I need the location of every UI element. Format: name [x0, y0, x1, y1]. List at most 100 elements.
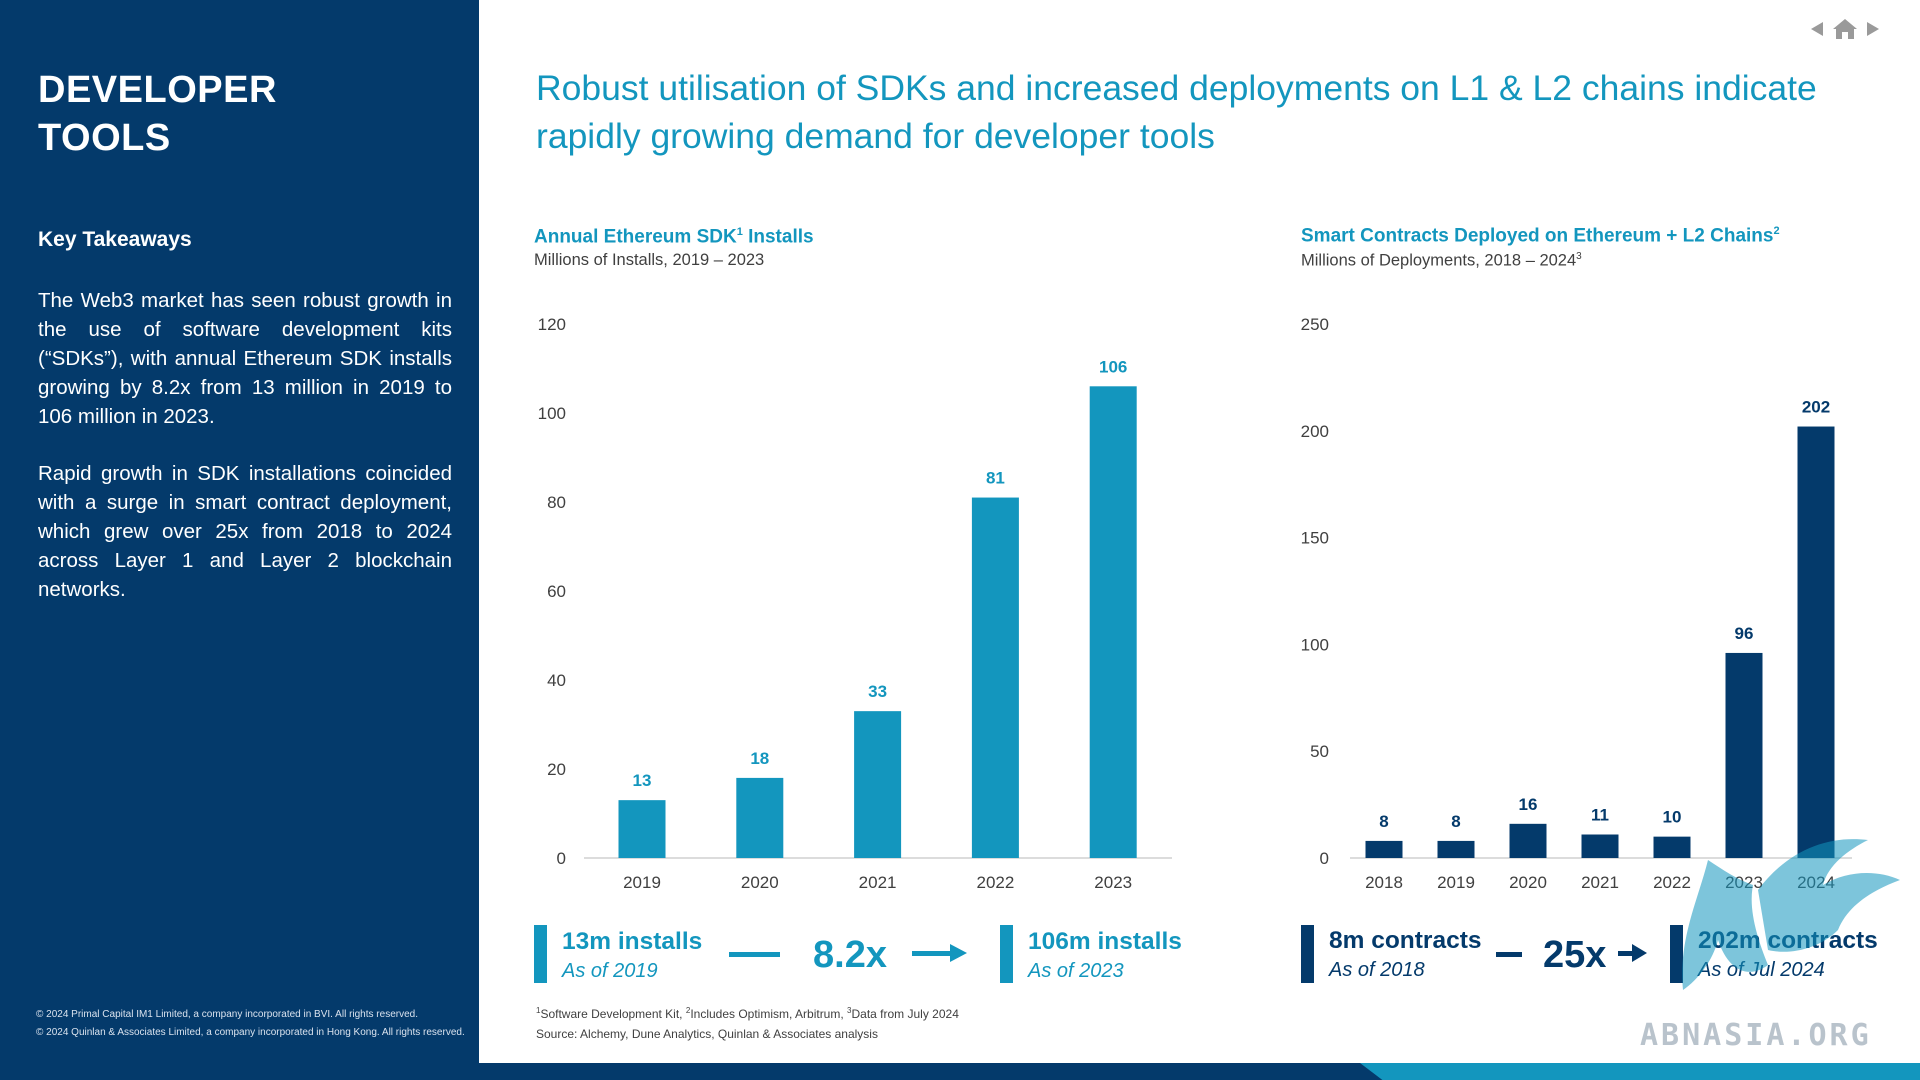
- chart2-subtitle: Millions of Deployments, 2018 – 20243: [1301, 251, 1582, 271]
- chart2-data-label: 11: [1591, 806, 1609, 825]
- home-icon[interactable]: [1832, 18, 1858, 40]
- bottom-strip-accent: [1360, 1063, 1920, 1080]
- chart1-title-sup: 1: [736, 226, 743, 238]
- chart2-ytick-label: 100: [1301, 635, 1329, 654]
- chart2-xtick-label: 2018: [1365, 873, 1403, 892]
- chart1-data-label: 13: [633, 771, 652, 790]
- chart1-data-label: 106: [1099, 357, 1127, 376]
- fn-b-sup: 2: [685, 1006, 691, 1015]
- summary2-dash: [1496, 952, 1522, 957]
- chart1-data-label: 81: [986, 469, 1005, 488]
- chart2-bar-2023: [1725, 652, 1763, 858]
- chart1-title: Annual Ethereum SDK1 Installs: [534, 226, 814, 248]
- summary2-arrow-icon: [1618, 944, 1647, 962]
- chart1-title-text: Annual Ethereum SDK: [534, 226, 737, 248]
- summary1-dash: [729, 952, 780, 957]
- chart1-ytick-label: 80: [547, 493, 566, 512]
- key-takeaways-heading: Key Takeaways: [38, 228, 192, 251]
- summary2-left-sub: As of 2018: [1329, 959, 1425, 981]
- section-title-line2: TOOLS: [38, 117, 171, 159]
- summary1-arrow-icon: [912, 944, 967, 962]
- griffin-watermark-icon: [1682, 839, 1900, 990]
- fn-b: Includes Optimism, Arbitrum,: [690, 1007, 848, 1021]
- summary1-right-main: 106m installs: [1028, 928, 1182, 955]
- chart1-xtick-label: 2022: [976, 873, 1014, 892]
- chart2-ytick-label: 50: [1310, 742, 1329, 761]
- chart1-ytick-label: 0: [557, 849, 566, 868]
- fn-c: Data from July 2024: [851, 1007, 959, 1021]
- summary2-right-marker: [1670, 925, 1683, 983]
- chart2-bar-2022: [1653, 836, 1691, 858]
- footnote-definitions: 1Software Development Kit, 2Includes Opt…: [536, 1006, 959, 1021]
- section-title: DEVELOPER TOOLS: [38, 66, 277, 162]
- chart2-title-sup: 2: [1773, 225, 1780, 237]
- chart2-title-text: Smart Contracts Deployed on Ethereum + L…: [1301, 225, 1774, 247]
- chart2-data-label: 202: [1802, 398, 1830, 417]
- chart2-xtick-label: 2022: [1653, 873, 1691, 892]
- chart2-bar-2021: [1581, 834, 1619, 858]
- footnote-source: Source: Alchemy, Dune Analytics, Quinlan…: [536, 1027, 878, 1041]
- chart1-ytick-label: 60: [547, 582, 566, 601]
- takeaway-paragraph-2: Rapid growth in SDK installations coinci…: [38, 462, 452, 601]
- summary2-left-main: 8m contracts: [1329, 927, 1482, 954]
- chart1-xtick-label: 2020: [741, 873, 779, 892]
- chart1-ytick-label: 120: [538, 315, 566, 334]
- chart2-data-label: 8: [1451, 812, 1460, 831]
- fn-c-sup: 3: [847, 1006, 852, 1015]
- chart1-bar-2023: [1089, 386, 1137, 858]
- copyright-primal: © 2024 Primal Capital IM1 Limited, a com…: [36, 1009, 418, 1020]
- triangle-right-icon[interactable]: [1866, 21, 1880, 37]
- chart2-xtick-label: 2020: [1509, 873, 1547, 892]
- chart2-data-label: 8: [1379, 812, 1388, 831]
- summary1-right-marker: [1000, 925, 1013, 983]
- chart1-bar-2022: [971, 497, 1019, 858]
- chart1-ytick-label: 40: [547, 671, 566, 690]
- slide-headline: Robust utilisation of SDKs and increased…: [536, 68, 1817, 156]
- chart1-bar-2021: [854, 711, 902, 858]
- summary1-left-sub: As of 2019: [562, 960, 658, 982]
- chart2-subtitle-sup: 3: [1576, 251, 1582, 262]
- chart1-ytick-label: 100: [538, 404, 566, 423]
- chart1-xtick-label: 2021: [859, 873, 897, 892]
- chart1-data-label: 33: [868, 682, 887, 701]
- chart1-ytick-label: 20: [547, 760, 566, 779]
- chart1-bar-2020: [736, 777, 784, 858]
- chart2-xtick-label: 2021: [1581, 873, 1619, 892]
- summary1-left-main: 13m installs: [562, 928, 703, 955]
- chart2-ytick-label: 200: [1301, 422, 1329, 441]
- fn-a: Software Development Kit,: [540, 1007, 686, 1021]
- chart2-ytick-label: 250: [1301, 315, 1329, 334]
- chart1-data-label: 18: [750, 749, 769, 768]
- chart2-bar-2020: [1509, 823, 1547, 858]
- summary2-left-marker: [1301, 925, 1314, 983]
- chart2-subtitle-text: Millions of Deployments, 2018 – 2024: [1301, 251, 1577, 270]
- summary1-right-sub: As of 2023: [1028, 960, 1124, 982]
- takeaway-paragraph-1: The Web3 market has seen robust growth i…: [38, 289, 452, 428]
- chart2-title: Smart Contracts Deployed on Ethereum + L…: [1301, 225, 1780, 247]
- section-title-line1: DEVELOPER: [38, 69, 277, 111]
- chart2-ytick-label: 0: [1320, 849, 1329, 868]
- chart1-title-suffix: Installs: [742, 226, 814, 248]
- watermark-text: ABNASIA.ORG: [1640, 1018, 1872, 1053]
- chart2-ytick-label: 150: [1301, 529, 1329, 548]
- chart1-xtick-label: 2019: [623, 873, 661, 892]
- summary1-left-marker: [534, 925, 547, 983]
- chart2-data-label: 16: [1519, 795, 1538, 814]
- chart1-subtitle: Millions of Installs, 2019 – 2023: [534, 251, 765, 269]
- summary2-right-sub: As of Jul 2024: [1698, 959, 1825, 981]
- slide-navigation: [1810, 18, 1880, 40]
- summary1-multiplier: 8.2x: [813, 934, 887, 976]
- chart2-bar-2019: [1437, 840, 1475, 858]
- chart2-bar-2018: [1365, 840, 1403, 858]
- sidebar: DEVELOPER TOOLS Key Takeaways The Web3 m…: [0, 0, 479, 1080]
- chart2-bar-2024: [1797, 426, 1835, 858]
- triangle-left-icon[interactable]: [1810, 21, 1824, 37]
- chart2-xtick-label: 2019: [1437, 873, 1475, 892]
- copyright-quinlan: © 2024 Quinlan & Associates Limited, a c…: [36, 1027, 465, 1038]
- bottom-strip: [479, 1063, 1920, 1080]
- chart2-data-label: 96: [1735, 624, 1754, 643]
- chart2-data-label: 10: [1663, 808, 1682, 827]
- chart1-bar-2019: [618, 800, 666, 858]
- fn-a-sup: 1: [536, 1006, 541, 1015]
